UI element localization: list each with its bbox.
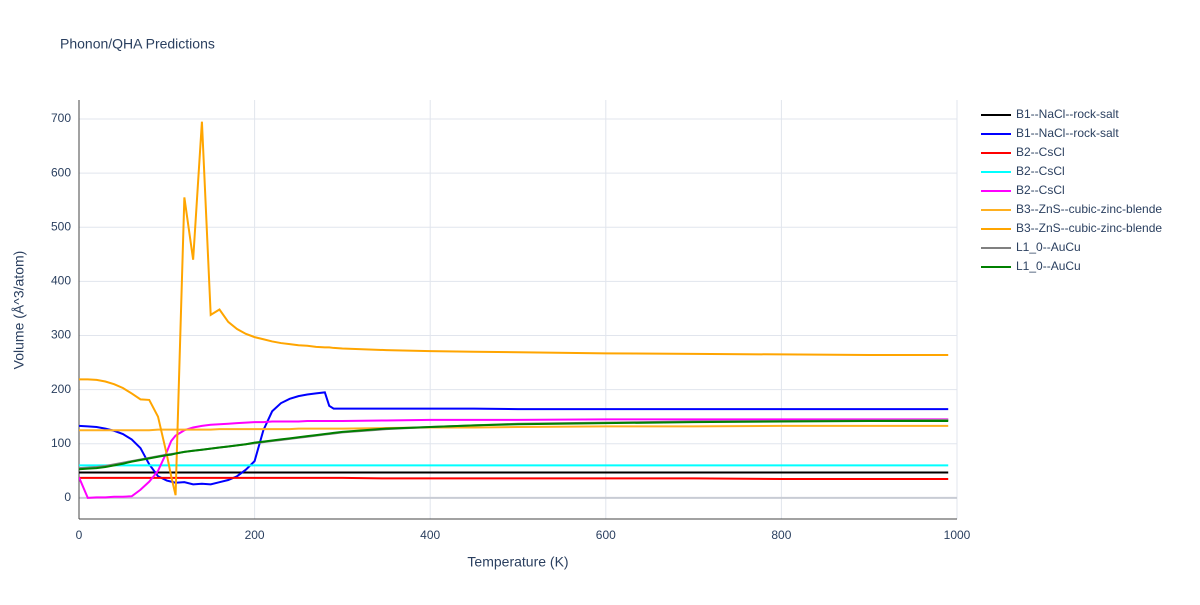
- legend-label[interactable]: B3--ZnS--cubic-zinc-blende: [1016, 202, 1162, 216]
- series-line: [79, 391, 949, 486]
- y-tick-label: 600: [51, 165, 71, 179]
- x-tick-label: 0: [76, 528, 83, 542]
- series-line: [79, 476, 949, 480]
- legend-label[interactable]: B2--CsCl: [1016, 164, 1065, 178]
- legend-label[interactable]: L1_0--AuCu: [1016, 240, 1081, 254]
- grid: 0 200 400 600 800 1000 0 100 200 300 400 500 600 700: [51, 100, 971, 542]
- legend-label[interactable]: B2--CsCl: [1016, 183, 1065, 197]
- x-tick-label: 800: [771, 528, 791, 542]
- plot-area: [79, 121, 949, 499]
- y-tick-label: 300: [51, 328, 71, 342]
- x-axis-title: Temperature (K): [467, 554, 568, 570]
- y-tick-label: 500: [51, 219, 71, 233]
- series-line: [79, 121, 949, 496]
- legend-label[interactable]: L1_0--AuCu: [1016, 259, 1081, 273]
- legend-label[interactable]: B2--CsCl: [1016, 145, 1065, 159]
- y-tick-label: 400: [51, 274, 71, 288]
- y-tick-label: 700: [51, 111, 71, 125]
- legend: B1--NaCl--rock-salt B1--NaCl--rock-salt B2…: [981, 107, 1162, 273]
- legend-label[interactable]: B3--ZnS--cubic-zinc-blende: [1016, 221, 1162, 235]
- y-axis-title: Volume (Å^3/atom): [11, 251, 27, 370]
- series-line: [79, 420, 949, 471]
- series-line: [79, 418, 949, 499]
- legend-label[interactable]: B1--NaCl--rock-salt: [1016, 126, 1119, 140]
- x-tick-label: 200: [245, 528, 265, 542]
- y-tick-label: 100: [51, 436, 71, 450]
- x-tick-label: 1000: [944, 528, 971, 542]
- y-tick-label: 200: [51, 382, 71, 396]
- x-tick-label: 600: [596, 528, 616, 542]
- series-line: [79, 424, 949, 432]
- x-tick-label: 400: [420, 528, 440, 542]
- legend-label[interactable]: B1--NaCl--rock-salt: [1016, 107, 1119, 121]
- y-tick-label: 0: [64, 490, 71, 504]
- chart-title: Phonon/QHA Predictions: [60, 36, 215, 52]
